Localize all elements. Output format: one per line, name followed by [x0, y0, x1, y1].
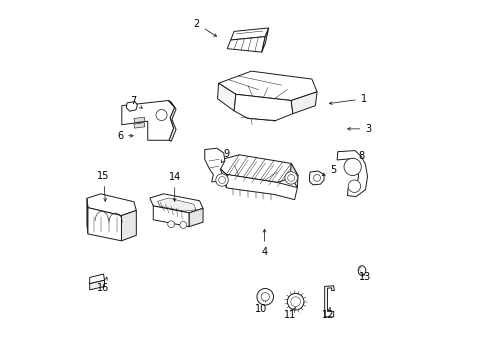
Text: 8: 8 [351, 152, 364, 162]
Circle shape [215, 174, 228, 186]
Polygon shape [153, 206, 189, 227]
Polygon shape [336, 150, 367, 197]
Text: 11: 11 [284, 307, 296, 320]
Polygon shape [126, 102, 137, 111]
Polygon shape [122, 100, 174, 140]
Circle shape [287, 293, 304, 310]
Polygon shape [89, 274, 104, 284]
Circle shape [290, 297, 300, 306]
Text: 7: 7 [130, 96, 142, 108]
Circle shape [261, 293, 269, 301]
Circle shape [344, 158, 361, 176]
Polygon shape [121, 210, 136, 241]
Polygon shape [213, 155, 298, 183]
Polygon shape [168, 100, 176, 141]
Text: 9: 9 [221, 149, 229, 163]
Text: 13: 13 [358, 273, 370, 283]
Polygon shape [226, 175, 297, 200]
Ellipse shape [358, 266, 365, 275]
Text: 3: 3 [347, 124, 370, 134]
Polygon shape [230, 28, 268, 40]
Polygon shape [87, 198, 88, 234]
Text: 2: 2 [193, 19, 216, 36]
Text: 1: 1 [328, 94, 366, 104]
Circle shape [285, 172, 297, 184]
Polygon shape [290, 92, 316, 114]
Polygon shape [217, 83, 235, 111]
Text: 16: 16 [97, 277, 109, 293]
Text: 15: 15 [97, 171, 109, 201]
Circle shape [287, 175, 294, 181]
Circle shape [218, 176, 225, 184]
Polygon shape [290, 163, 298, 188]
Text: 14: 14 [168, 172, 181, 201]
Circle shape [167, 221, 174, 228]
Polygon shape [234, 94, 292, 121]
Polygon shape [261, 28, 268, 52]
Text: 5: 5 [322, 165, 335, 175]
Polygon shape [89, 280, 104, 290]
Circle shape [256, 288, 273, 305]
Polygon shape [324, 286, 334, 317]
Polygon shape [213, 162, 227, 188]
Polygon shape [157, 198, 196, 211]
Text: 10: 10 [254, 298, 266, 314]
Polygon shape [218, 71, 316, 100]
Polygon shape [189, 208, 203, 227]
Circle shape [156, 109, 167, 121]
Text: 12: 12 [321, 307, 334, 320]
Polygon shape [88, 208, 121, 241]
Circle shape [347, 180, 360, 193]
Polygon shape [204, 148, 224, 182]
Circle shape [313, 175, 320, 181]
Text: 4: 4 [261, 229, 267, 257]
Polygon shape [227, 37, 264, 52]
Polygon shape [87, 194, 136, 216]
Text: 6: 6 [117, 131, 133, 141]
Polygon shape [134, 117, 144, 123]
Circle shape [180, 221, 186, 228]
Polygon shape [134, 123, 144, 128]
Polygon shape [149, 194, 203, 213]
Polygon shape [309, 171, 324, 185]
